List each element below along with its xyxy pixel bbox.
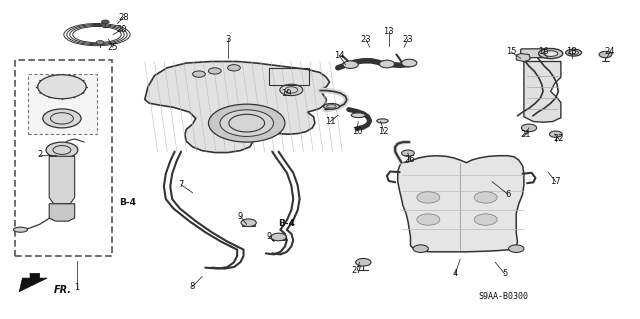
FancyBboxPatch shape bbox=[28, 74, 97, 134]
Circle shape bbox=[380, 60, 394, 68]
Circle shape bbox=[241, 219, 256, 226]
Circle shape bbox=[271, 233, 286, 241]
Text: 14: 14 bbox=[334, 51, 344, 60]
Text: 27: 27 bbox=[351, 266, 362, 275]
Text: 8: 8 bbox=[190, 282, 195, 291]
Text: 3: 3 bbox=[225, 35, 230, 44]
Circle shape bbox=[228, 65, 241, 71]
Ellipse shape bbox=[323, 104, 339, 109]
Text: 6: 6 bbox=[506, 190, 511, 199]
Text: 7: 7 bbox=[179, 180, 184, 189]
Polygon shape bbox=[516, 54, 531, 62]
Circle shape bbox=[356, 258, 371, 266]
Circle shape bbox=[343, 61, 358, 69]
Polygon shape bbox=[19, 273, 47, 292]
Text: B-4: B-4 bbox=[278, 219, 295, 228]
Text: 19: 19 bbox=[281, 89, 291, 98]
Text: 20: 20 bbox=[116, 25, 127, 34]
Circle shape bbox=[209, 104, 285, 142]
Polygon shape bbox=[49, 204, 75, 221]
Text: 1: 1 bbox=[74, 283, 79, 292]
Ellipse shape bbox=[539, 48, 563, 59]
Circle shape bbox=[280, 84, 303, 96]
Text: 11: 11 bbox=[325, 117, 335, 126]
Circle shape bbox=[509, 245, 524, 252]
Circle shape bbox=[401, 150, 414, 156]
Text: 17: 17 bbox=[550, 177, 561, 186]
Text: 28: 28 bbox=[118, 13, 129, 22]
Circle shape bbox=[522, 124, 537, 132]
Text: 23: 23 bbox=[403, 35, 413, 44]
Text: 24: 24 bbox=[605, 48, 615, 56]
Text: 13: 13 bbox=[383, 27, 394, 36]
Circle shape bbox=[209, 68, 221, 74]
Circle shape bbox=[474, 192, 497, 203]
Text: 23: 23 bbox=[360, 35, 371, 44]
Text: 9: 9 bbox=[237, 212, 243, 221]
Text: 18: 18 bbox=[566, 48, 577, 56]
Polygon shape bbox=[524, 62, 561, 122]
Circle shape bbox=[46, 142, 78, 158]
Circle shape bbox=[43, 109, 81, 128]
Ellipse shape bbox=[13, 227, 28, 232]
Ellipse shape bbox=[377, 119, 388, 123]
Ellipse shape bbox=[566, 49, 582, 56]
Text: 22: 22 bbox=[554, 134, 564, 144]
Circle shape bbox=[101, 20, 109, 24]
Circle shape bbox=[417, 192, 440, 203]
Circle shape bbox=[474, 214, 497, 225]
Ellipse shape bbox=[569, 50, 579, 55]
Polygon shape bbox=[49, 156, 75, 204]
Circle shape bbox=[599, 51, 612, 58]
Text: FR.: FR. bbox=[54, 285, 72, 295]
Circle shape bbox=[220, 110, 273, 137]
Ellipse shape bbox=[351, 113, 365, 118]
Text: 21: 21 bbox=[520, 130, 531, 139]
Ellipse shape bbox=[543, 51, 557, 56]
Circle shape bbox=[97, 41, 104, 44]
Text: 26: 26 bbox=[404, 155, 415, 164]
Text: 12: 12 bbox=[378, 127, 389, 136]
Text: 9: 9 bbox=[266, 233, 271, 241]
Polygon shape bbox=[397, 156, 524, 252]
Circle shape bbox=[417, 214, 440, 225]
Circle shape bbox=[549, 131, 562, 137]
Text: S9AA-B0300: S9AA-B0300 bbox=[478, 292, 528, 300]
Text: 4: 4 bbox=[452, 270, 458, 278]
FancyBboxPatch shape bbox=[521, 49, 550, 58]
Text: B-4: B-4 bbox=[119, 198, 136, 207]
Text: 2: 2 bbox=[37, 150, 42, 159]
Circle shape bbox=[401, 59, 417, 67]
Polygon shape bbox=[145, 62, 330, 152]
Text: 10: 10 bbox=[352, 127, 362, 136]
Circle shape bbox=[38, 75, 86, 99]
Circle shape bbox=[413, 245, 428, 252]
Circle shape bbox=[193, 71, 205, 77]
Text: 25: 25 bbox=[108, 43, 118, 52]
Text: 5: 5 bbox=[502, 270, 508, 278]
Text: 15: 15 bbox=[506, 48, 516, 56]
Text: 16: 16 bbox=[538, 48, 548, 56]
